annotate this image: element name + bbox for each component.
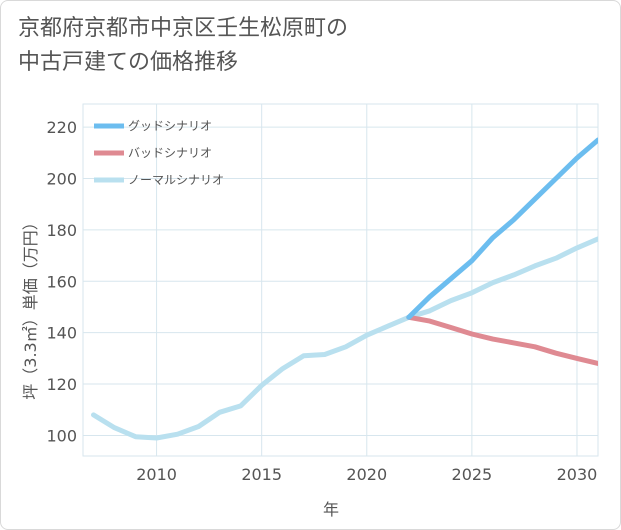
legend-item-2[interactable]: ノーマルシナリオ <box>94 173 224 187</box>
series-line-2 <box>91 236 598 441</box>
chart-title: 京都府京都市中京区壬生松原町の 中古戸建ての価格推移 <box>18 12 348 80</box>
legend-label: グッドシナリオ <box>128 119 212 133</box>
y-tick-label: 100 <box>46 426 77 445</box>
x-axis-title: 年 <box>323 500 339 519</box>
x-tick-label: 2010 <box>136 465 177 484</box>
y-axis-title: 坪（3.3㎡）単価（万円） <box>21 214 40 399</box>
x-axis-ticks: 2010 2015 2020 2025 2030 <box>136 465 597 484</box>
legend-item-1[interactable]: バッドシナリオ <box>94 146 212 160</box>
x-tick-label: 2020 <box>346 465 387 484</box>
series-line-0 <box>406 137 598 320</box>
series-line-1 <box>406 314 598 366</box>
series-lines <box>91 137 598 441</box>
x-tick-label: 2030 <box>557 465 598 484</box>
chart-title-line1: 京都府京都市中京区壬生松原町の <box>18 16 349 41</box>
legend-label: ノーマルシナリオ <box>128 173 224 187</box>
x-tick-label: 2025 <box>452 465 493 484</box>
legend-item-0[interactable]: グッドシナリオ <box>94 119 212 133</box>
grid-lines <box>82 103 599 457</box>
chart-title-line2: 中古戸建ての価格推移 <box>18 50 239 75</box>
y-axis-ticks: 100 120 140 160 180 200 220 <box>46 118 77 445</box>
x-tick-label: 2015 <box>241 465 282 484</box>
y-tick-label: 180 <box>46 221 77 240</box>
y-tick-label: 200 <box>46 170 77 189</box>
y-tick-label: 160 <box>46 272 77 291</box>
plot-area-border <box>82 103 599 457</box>
y-tick-label: 220 <box>46 118 77 137</box>
y-tick-label: 120 <box>46 375 77 394</box>
legend-label: バッドシナリオ <box>128 146 212 160</box>
y-tick-label: 140 <box>46 324 77 343</box>
